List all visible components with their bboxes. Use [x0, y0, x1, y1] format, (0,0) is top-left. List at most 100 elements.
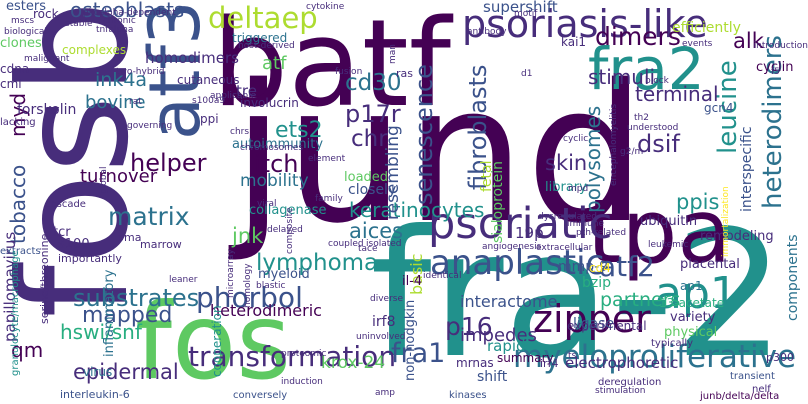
cloud-word: global	[99, 166, 109, 194]
cloud-word: irf4	[540, 357, 559, 370]
cloud-word: keratinocytes	[349, 198, 485, 222]
cloud-word: typically	[651, 338, 694, 349]
cloud-word: junb/delta/delta	[700, 391, 780, 402]
cloud-word: tcr	[53, 225, 71, 240]
cloud-word: block	[645, 76, 669, 86]
cloud-word: kinases	[449, 390, 487, 401]
cloud-word: collagenase	[249, 203, 327, 218]
cloud-word: cyclin	[756, 60, 794, 75]
cloud-word: marrow	[140, 238, 182, 251]
cloud-word: complexes	[62, 43, 127, 57]
cloud-word: inflammatory	[102, 269, 117, 357]
cloud-word: antibody	[467, 27, 507, 37]
cloud-word: understood	[627, 123, 679, 133]
cloud-word: chr	[351, 126, 388, 152]
cloud-word: ppi	[200, 112, 219, 126]
cloud-word: cd30	[345, 70, 402, 96]
cloud-word: helper	[130, 149, 207, 177]
cloud-word: zipper	[533, 297, 651, 341]
cloud-word: mmp-9	[558, 259, 609, 275]
cloud-word: epidermal	[73, 360, 179, 384]
cloud-word: mobility	[240, 171, 309, 191]
cloud-word: lymphoma	[256, 250, 379, 276]
cloud-word: interactome	[460, 292, 558, 311]
cloud-word: extracellular	[536, 243, 593, 253]
cloud-word: induction	[281, 377, 323, 387]
cloud-word: tpa	[587, 180, 732, 283]
cloud-word: forskolin	[17, 102, 77, 118]
cloud-word: pkcalpha-dependent	[83, 8, 176, 18]
cloud-word: rat	[129, 97, 142, 107]
cloud-word: p300	[766, 351, 794, 364]
cloud-word: immortalization	[721, 186, 731, 257]
cloud-word: tnfalpha	[96, 25, 134, 35]
cloud-word: ppis	[676, 190, 720, 214]
cloud-word: dysregulated	[538, 212, 597, 222]
cloud-word: senescence	[410, 64, 438, 205]
cloud-word: non-hodgkin	[403, 299, 418, 381]
cloud-word: two-hybrid	[116, 67, 165, 77]
cloud-word: experimental	[567, 319, 647, 333]
cloud-word: psoriasis-like	[462, 2, 708, 46]
cloud-word: dimers	[595, 22, 681, 51]
cloud-word: viral	[257, 199, 277, 209]
cloud-word: bovine	[85, 92, 146, 113]
cloud-word: leukemic	[648, 240, 689, 250]
cloud-word: ap1	[680, 279, 703, 293]
cloud-word: tace	[358, 244, 378, 254]
cloud-word: ets2	[275, 118, 323, 143]
cloud-word: cd4	[589, 261, 611, 275]
cloud-word: bzip	[582, 275, 612, 291]
cloud-word: element	[308, 154, 346, 164]
cloud-word: stable	[65, 19, 93, 29]
cloud-word: myeloproliferative	[513, 339, 797, 375]
cloud-word: p16	[445, 312, 493, 341]
cloud-word: involucrin	[240, 96, 299, 110]
cloud-word: mrnas	[456, 356, 494, 370]
cloud-word: homology	[243, 263, 253, 308]
cloud-word: g2/m	[620, 147, 644, 157]
cloud-word: cascade	[45, 199, 86, 210]
cloud-word: fos	[135, 281, 291, 403]
cloud-word: introduction	[753, 41, 808, 51]
cloud-word: s100a9	[192, 96, 226, 106]
cloud-word: components	[785, 234, 801, 322]
cloud-word: motif	[514, 9, 538, 19]
cloud-word: ts	[568, 351, 577, 361]
cloud-word: qm	[11, 338, 44, 362]
cloud-word: p17r	[345, 100, 401, 128]
cloud-word: chromosomes	[240, 143, 304, 153]
cloud-word: cytokine	[306, 2, 345, 12]
cloud-word: remodeling	[700, 229, 774, 244]
cloud-word: osteoblasts	[70, 0, 185, 22]
cloud-word: homodimers	[145, 49, 239, 67]
cloud-word: jnk	[232, 224, 264, 248]
cloud-word: microarray	[226, 249, 236, 298]
cloud-word: placental	[680, 257, 740, 272]
cloud-word: shift	[477, 369, 508, 385]
cloud-word: clones	[0, 36, 42, 51]
cloud-word: variety	[670, 310, 716, 325]
cloud-word: deltaep	[208, 1, 318, 35]
cloud-word: chronic	[103, 16, 136, 26]
cloud-word: identical	[423, 271, 462, 281]
cloud-word: itch	[254, 150, 299, 178]
cloud-word: granulocyte/macrophage	[10, 250, 21, 376]
cloud-word: cutaneous	[177, 73, 240, 87]
cloud-word: aices	[349, 219, 404, 243]
cloud-word: atf2	[599, 250, 655, 283]
cloud-word: anaplastic	[430, 243, 605, 283]
cloud-word: leaner	[169, 275, 198, 285]
cloud-word: matrix	[108, 202, 190, 231]
cloud-word: man	[388, 44, 398, 64]
cloud-word: nelf	[752, 384, 771, 395]
cloud-word: heterodimeric	[210, 301, 322, 320]
cloud-word: tre	[236, 82, 257, 100]
cloud-word: s100	[58, 237, 90, 252]
cloud-word: closely	[348, 182, 397, 198]
cloud-word: angiogenesis	[482, 242, 542, 252]
cloud-word: transformation	[188, 340, 397, 373]
cloud-word: coupled	[328, 239, 364, 249]
cloud-word: mapped	[82, 303, 173, 328]
cloud-word: fra1	[391, 338, 446, 369]
